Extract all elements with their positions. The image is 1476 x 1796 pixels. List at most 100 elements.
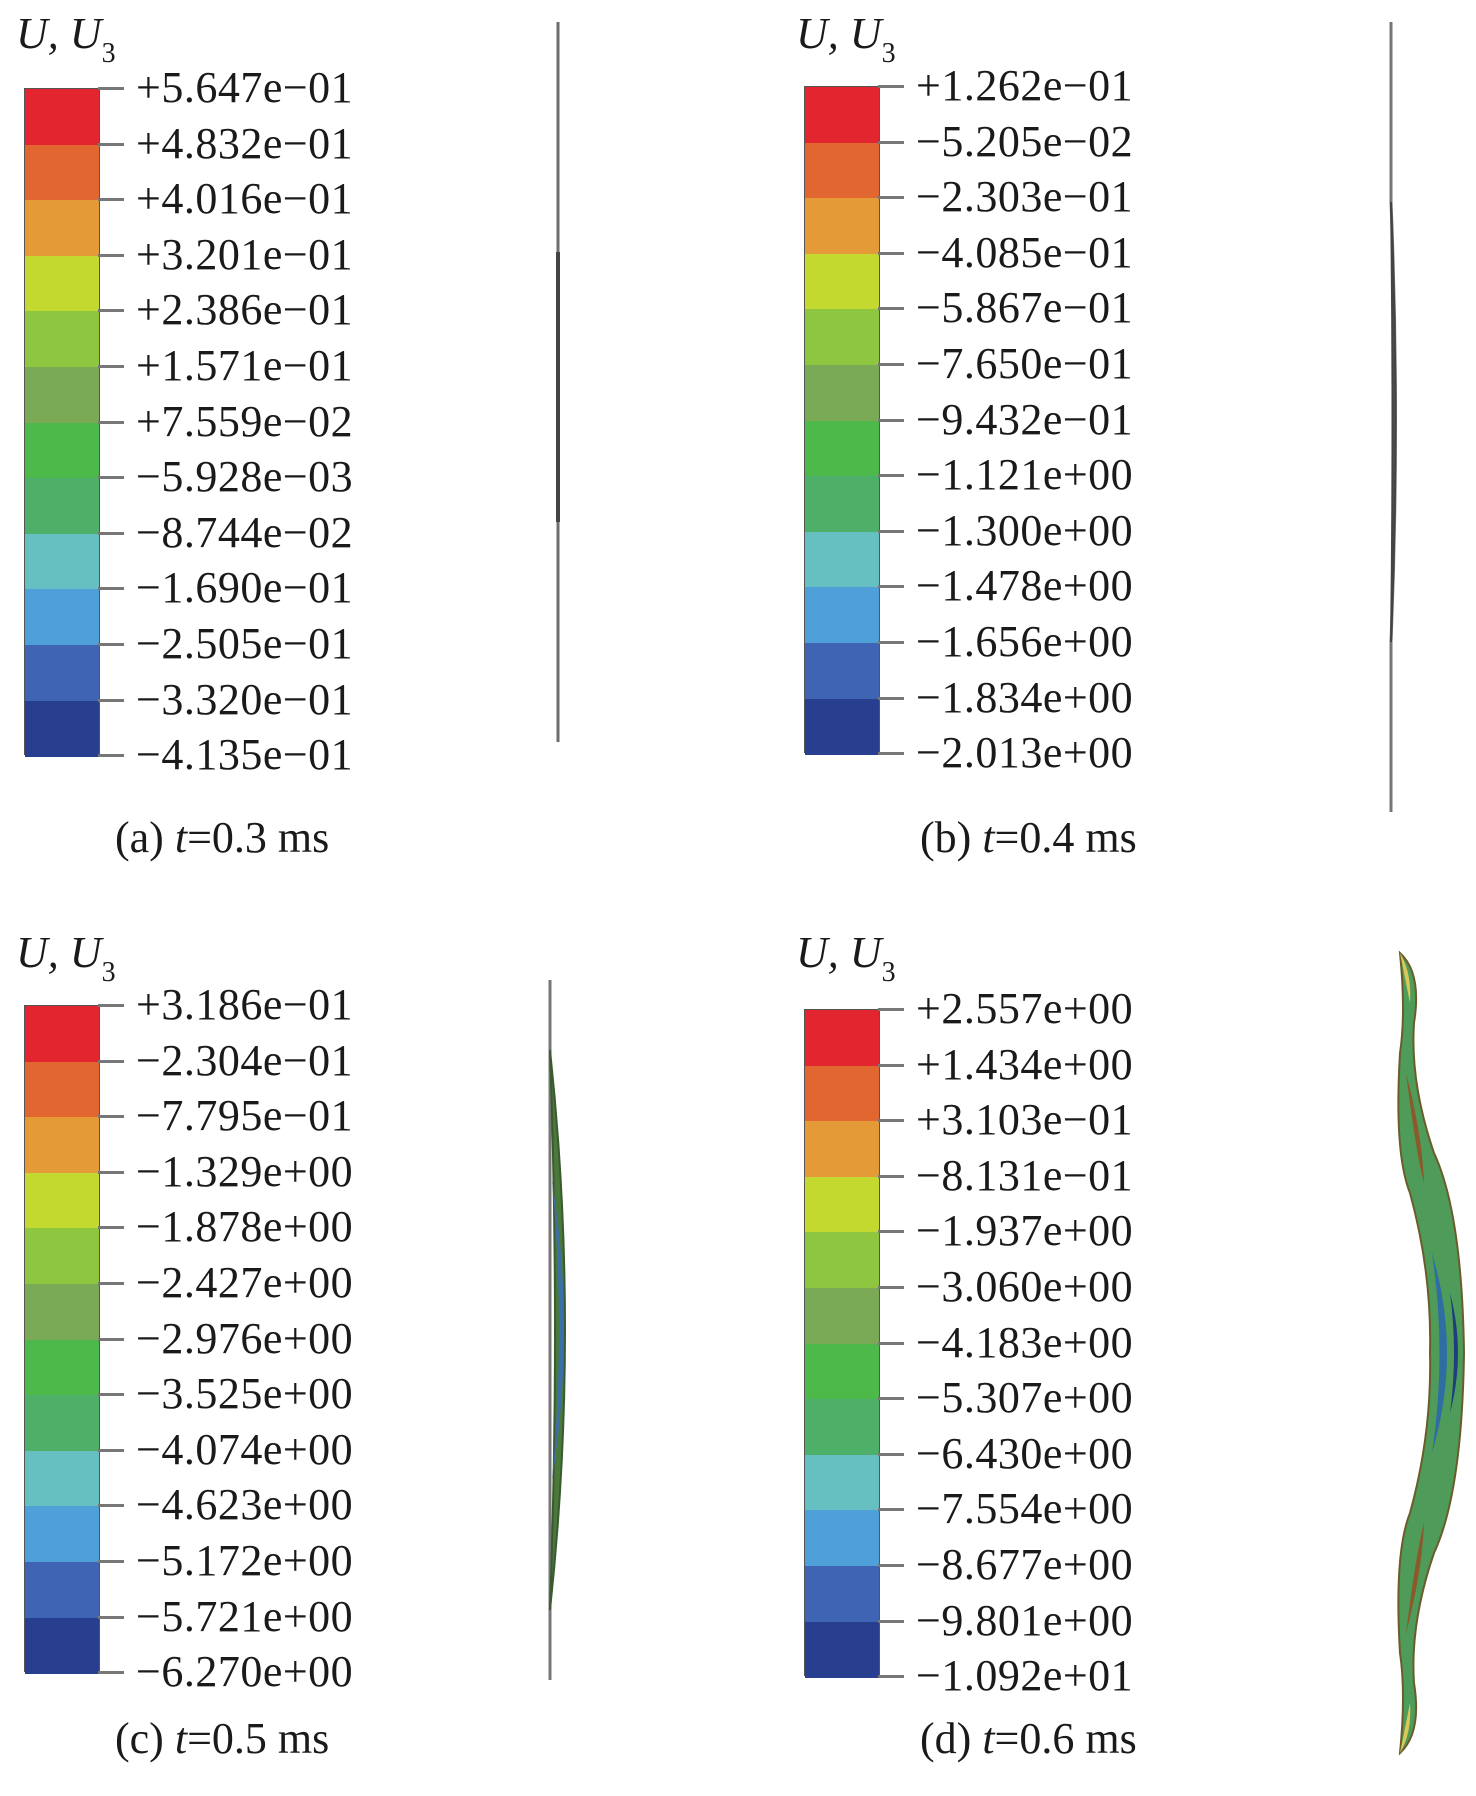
legend-tick-label: −3.060e+00 [916,1262,1134,1311]
legend-tick-label: −2.303e−01 [916,172,1134,222]
variable-title: U, U3 [16,928,116,988]
colorbar-segment [805,531,879,589]
colorbar-segment [25,1006,99,1063]
legend-tick-label: +2.557e+00 [916,984,1134,1033]
colorbar-segment [805,1510,879,1567]
colorbar-segment [25,89,99,146]
legend-tick [98,643,124,646]
colorbar-segment [25,1117,99,1174]
legend-tick [878,251,904,255]
panel-caption: (c) t=0.5 ms [115,1714,330,1763]
legend-tick [98,87,124,90]
legend-tick-label: −1.656e+00 [916,617,1134,666]
colorbar-segment [805,1176,879,1234]
colorbar-segment [25,200,99,257]
legend-tick [98,1337,124,1341]
legend-tick-label: −9.801e+00 [916,1595,1134,1645]
legend-tick [878,696,904,700]
colorbar-segment [25,367,99,424]
legend-tick [98,1448,124,1452]
colorbar-segment [805,253,879,311]
colorbar-segment [805,1065,879,1123]
legend-tick [98,1282,124,1285]
colorbar-segment [25,1506,99,1563]
panel-b: U, U3 +1.262e−01 −5.205e−02 −2.303e−01 −4.0… [780,0,1476,891]
colorbar-segment [805,198,879,255]
legend-tick-label: −1.300e+00 [916,505,1134,555]
legend-tick [878,1341,904,1345]
legend-tick-label: +4.016e−01 [136,174,354,224]
colorbar-segment [25,1284,99,1341]
colorbar-segment [25,1395,99,1452]
colorbar-segment [805,1399,879,1456]
colorbar-segment [805,643,879,700]
colorbar-segment [25,589,99,646]
colorbar-segment [25,1617,99,1675]
legend-tick-label: −2.976e+00 [136,1313,354,1363]
legend-tick [98,1115,124,1119]
legend-tick [878,641,904,644]
panel-a: U, U3 +5.647e−01 +4.832e−01 +4.016e−01 +3.2… [0,0,738,891]
legend-tick [98,476,124,480]
colorbar [24,1005,100,1675]
colorbar-segment [25,645,99,702]
legend-tick-label: −2.304e−01 [136,1035,354,1085]
legend-tick [98,1615,124,1619]
colorbar [804,1009,880,1679]
legend-tick-label: −4.183e+00 [916,1317,1134,1367]
colorbar-segment [25,311,99,368]
legend-tick [98,142,124,146]
legend-tick [878,474,904,478]
legend-tick [878,363,904,366]
legend-tick [878,140,904,144]
legend-tick-label: −8.744e−02 [136,507,354,557]
colorbar-segment [805,365,879,422]
legend-tick [98,531,124,535]
legend-tick [878,1452,904,1456]
legend-tick-label: +4.832e−01 [136,118,354,168]
legend-tick [878,85,904,88]
legend-tick-label: −3.525e+00 [136,1369,354,1419]
legend-tick [98,309,124,313]
legend-tick [98,1170,124,1174]
colorbar-segment [25,255,99,313]
legend-tick-label: −1.937e+00 [916,1206,1134,1256]
colorbar-segment [25,1172,99,1230]
colorbar-segment [805,1232,879,1289]
legend-tick-label: −4.085e−01 [916,227,1134,277]
deformed-plate [548,980,566,1680]
colorbar-segment [25,144,99,202]
legend-tick [98,587,124,591]
colorbar-segment [805,698,879,756]
legend-tick-label: −6.270e+00 [136,1647,354,1697]
legend-tick [98,698,124,702]
legend-tick [878,1675,904,1679]
colorbar-segment [805,87,879,144]
legend-tick-label: +1.434e+00 [916,1039,1134,1089]
colorbar-segment [25,478,99,535]
colorbar-segment [25,1339,99,1397]
legend-tick-label: −7.795e−01 [136,1091,354,1141]
variable-title: U, U3 [16,9,116,69]
legend-tick-label: −7.554e+00 [916,1484,1134,1534]
legend-tick-label: −1.478e+00 [916,561,1134,611]
colorbar-segment [805,587,879,644]
colorbar-segment [25,533,99,591]
deformed-plate [556,22,560,742]
legend-tick-label: −2.427e+00 [136,1258,354,1307]
legend-tick [878,307,904,311]
legend-tick-label: −2.013e+00 [916,728,1134,778]
legend-tick-label: −2.505e−01 [136,619,354,668]
legend-tick-label: −1.690e−01 [136,563,354,613]
legend-tick [878,1119,904,1123]
legend-tick [98,1059,124,1063]
deformed-plate [1389,22,1397,812]
legend-tick-label: −5.721e+00 [136,1591,354,1641]
legend-tick [878,1508,904,1512]
panel-caption: (a) t=0.3 ms [115,813,330,862]
colorbar-segment [805,1566,879,1623]
legend-tick-label: +2.386e−01 [136,285,354,335]
legend-tick [98,1560,124,1563]
legend-tick [878,1008,904,1011]
legend-tick-label: −5.928e−03 [136,452,354,502]
